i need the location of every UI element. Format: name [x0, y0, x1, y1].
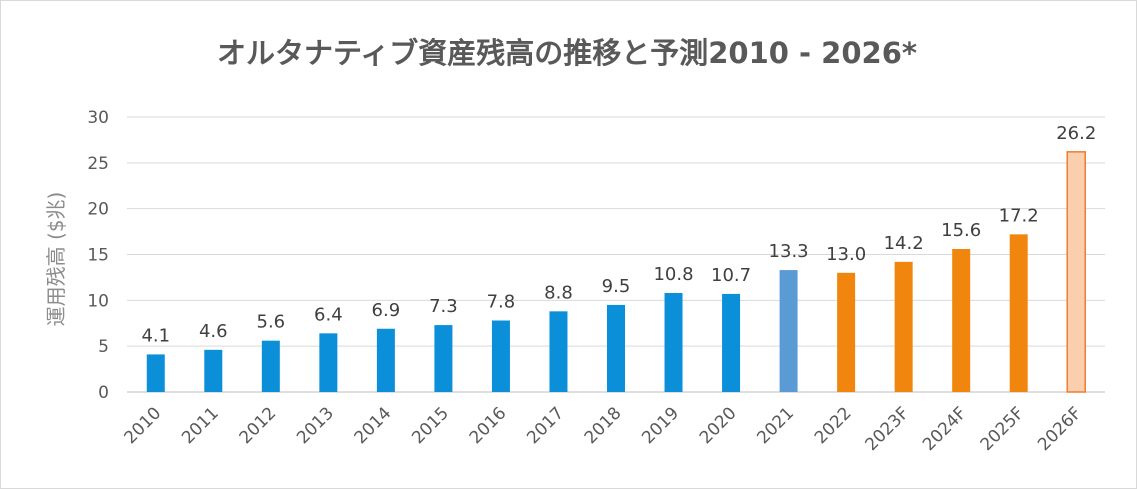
x-tick-label: 2022	[811, 403, 856, 448]
x-tick-label: 2014	[351, 403, 396, 448]
gridlines	[127, 116, 1105, 393]
y-tick-label: 0	[98, 383, 109, 403]
bar	[319, 333, 338, 392]
x-tick-label: 2011	[178, 403, 223, 448]
data-label: 13.3	[769, 241, 809, 262]
bar	[549, 311, 568, 392]
data-label: 7.8	[487, 292, 516, 313]
data-label: 8.8	[544, 282, 573, 303]
x-tick-label: 2016	[466, 403, 511, 448]
bar	[664, 293, 683, 392]
data-label: 6.9	[372, 300, 401, 321]
bar	[952, 249, 971, 392]
bars	[146, 151, 1086, 393]
bar	[1009, 234, 1028, 392]
x-tick-label: 2020	[696, 403, 741, 448]
bar	[894, 261, 913, 392]
bar	[261, 340, 280, 392]
bar	[837, 272, 856, 392]
bar	[434, 325, 453, 392]
bar	[779, 270, 798, 392]
bar	[491, 320, 510, 392]
x-tick-label: 2026F	[1034, 403, 1086, 455]
data-label: 4.6	[199, 321, 228, 342]
x-tick-label: 2017	[523, 403, 568, 448]
y-tick-label: 25	[87, 154, 109, 174]
y-tick-label: 10	[87, 291, 109, 311]
bar	[204, 349, 223, 392]
data-label: 10.7	[711, 265, 751, 286]
bar	[146, 354, 165, 392]
y-tick-label: 20	[87, 200, 109, 220]
data-label: 6.4	[314, 304, 343, 325]
x-tick-label: 2018	[581, 403, 626, 448]
data-label: 15.6	[941, 220, 981, 241]
y-axis-ticks: 0 5 10 15 20 25 30	[87, 108, 109, 403]
data-label: 9.5	[602, 276, 631, 297]
data-label: 14.2	[884, 233, 924, 254]
x-tick-label: 2012	[236, 403, 281, 448]
x-tick-label: 2023F	[862, 403, 914, 455]
bar	[376, 328, 395, 392]
x-tick-label: 2015	[408, 403, 453, 448]
y-tick-label: 30	[87, 108, 109, 128]
x-tick-label: 2010	[121, 403, 166, 448]
bar	[607, 304, 625, 392]
x-tick-label: 2025F	[977, 403, 1029, 455]
x-axis-ticks: 2010 2011 2012 2013 2014 2015 2016 2017 2018 2019…	[121, 403, 1086, 455]
bar	[722, 293, 741, 392]
y-tick-label: 15	[87, 246, 109, 266]
y-tick-label: 5	[98, 337, 109, 357]
data-labels: 4.1 4.6 5.6 6.4 6.9 7.3 7.8 8.8 9.5 10.8 10.7 13.3 1…	[141, 123, 1096, 347]
data-label: 5.6	[257, 312, 286, 333]
data-label: 26.2	[1056, 123, 1096, 144]
chart-title: オルタナティブ資産残高の推移と予測2010 - 2026*	[217, 36, 917, 70]
data-label: 10.8	[653, 264, 693, 285]
x-tick-label: 2024F	[919, 403, 971, 455]
data-label: 7.3	[429, 296, 458, 317]
data-label: 4.1	[141, 325, 170, 346]
x-tick-label: 2021	[753, 403, 798, 448]
data-label: 17.2	[999, 205, 1039, 226]
x-tick-label: 2013	[293, 403, 338, 448]
bar	[1066, 151, 1086, 393]
data-label: 13.0	[826, 244, 866, 265]
x-tick-label: 2019	[638, 403, 683, 448]
y-axis-title: 運用残高 ($兆)	[44, 192, 68, 327]
